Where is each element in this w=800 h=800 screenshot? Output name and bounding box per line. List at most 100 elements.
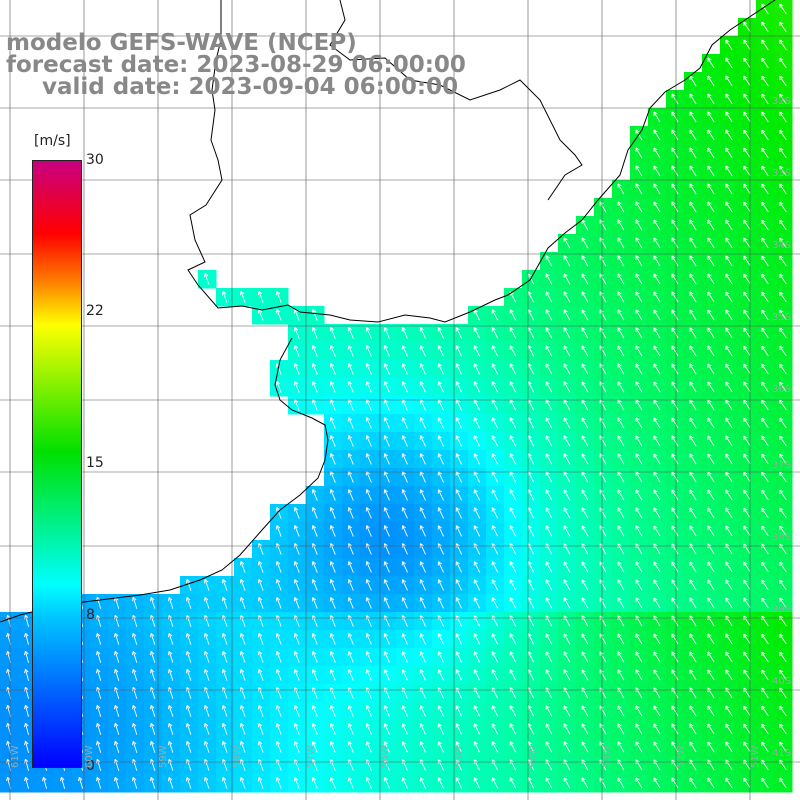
wind-arrow	[617, 219, 625, 231]
wind-arrow	[743, 21, 751, 33]
lon-label: 53W	[602, 745, 613, 768]
wind-arrow	[743, 237, 751, 249]
wind-arrow	[761, 183, 769, 195]
colorbar	[32, 160, 82, 768]
wind-arrow	[779, 237, 787, 249]
wind-arrow	[653, 291, 661, 303]
wind-arrow	[617, 309, 625, 321]
lon-label: 61W	[10, 745, 21, 768]
lon-label: 56W	[380, 745, 391, 768]
wind-arrow	[743, 309, 751, 321]
wind-arrow	[563, 237, 571, 249]
colorbar-tick: 15	[86, 455, 104, 471]
wind-arrow	[635, 237, 643, 249]
wind-arrow	[257, 291, 264, 303]
wind-arrow	[761, 3, 769, 15]
wind-arrow	[689, 201, 697, 213]
wind-arrow	[635, 147, 643, 159]
lon-label: 51W	[750, 745, 761, 768]
wind-arrow	[743, 165, 751, 177]
colorbar-tick: 22	[86, 303, 104, 319]
wind-arrow	[707, 57, 715, 69]
wind-arrow	[725, 201, 733, 213]
wind-arrow	[725, 219, 733, 231]
wind-arrow	[725, 273, 733, 285]
wind-arrow	[635, 219, 643, 231]
wind-arrow	[581, 255, 589, 267]
wind-arrow	[779, 111, 787, 123]
wind-arrow	[725, 309, 733, 321]
wind-arrow	[617, 201, 625, 213]
wind-arrow	[635, 273, 643, 285]
wind-arrow	[689, 291, 697, 303]
wind-arrow	[725, 93, 733, 105]
wind-arrow	[689, 183, 697, 195]
wind-arrow	[653, 183, 661, 195]
wind-arrow	[725, 291, 733, 303]
wind-arrow	[671, 255, 679, 267]
wind-arrow	[779, 21, 787, 33]
wind-arrow	[779, 291, 787, 303]
wind-arrow	[743, 219, 751, 231]
wind-arrow	[689, 147, 697, 159]
lat-label: 40S	[772, 676, 792, 687]
wind-arrow	[581, 273, 589, 285]
wind-arrow	[653, 111, 661, 123]
wind-arrow	[275, 291, 282, 303]
wind-arrow	[707, 183, 715, 195]
wind-arrow	[491, 309, 499, 321]
wind-arrow	[545, 255, 553, 267]
wind-arrow	[581, 291, 589, 303]
wind-arrow	[671, 273, 679, 285]
wind-arrow	[707, 273, 715, 285]
wind-arrow	[761, 57, 769, 69]
lat-label: 36S	[772, 384, 792, 395]
wind-arrow	[689, 273, 697, 285]
wind-arrow	[581, 237, 589, 249]
wind-arrow	[509, 309, 517, 321]
wind-arrow	[707, 75, 715, 87]
wind-arrow	[761, 93, 769, 105]
wind-arrow	[635, 201, 643, 213]
wind-arrow	[275, 309, 282, 321]
wind-arrow	[671, 93, 679, 105]
wind-arrow	[725, 147, 733, 159]
wind-arrow	[653, 165, 661, 177]
wind-arrow	[671, 147, 679, 159]
wind-arrow	[671, 165, 679, 177]
wind-arrow	[725, 129, 733, 141]
wind-arrow	[671, 183, 679, 195]
wind-arrow	[725, 183, 733, 195]
wind-arrow	[743, 273, 751, 285]
wind-arrow	[743, 111, 751, 123]
wind-arrow	[581, 309, 589, 321]
lon-label: 57W	[306, 745, 317, 768]
wind-arrow	[761, 111, 769, 123]
wind-arrow	[707, 93, 715, 105]
wind-arrow	[617, 237, 625, 249]
wind-arrow	[761, 291, 769, 303]
wind-arrow	[743, 291, 751, 303]
wind-arrow	[779, 129, 787, 141]
wind-arrow	[653, 255, 661, 267]
wind-arrow	[545, 273, 553, 285]
wind-arrow	[707, 309, 715, 321]
wind-arrow	[743, 75, 751, 87]
wind-arrow	[689, 255, 697, 267]
wind-arrow	[635, 165, 643, 177]
wind-arrow	[779, 93, 787, 105]
wind-arrow	[725, 111, 733, 123]
wind-arrow	[779, 3, 787, 15]
wind-arrow	[743, 39, 751, 51]
wind-arrow	[761, 237, 769, 249]
wind-arrow	[779, 219, 787, 231]
wind-arrow	[725, 165, 733, 177]
wind-arrow	[671, 111, 679, 123]
wind-arrow	[671, 291, 679, 303]
wind-arrow	[653, 309, 661, 321]
wind-arrow	[761, 219, 769, 231]
lat-label: 39S	[772, 604, 792, 615]
wind-arrow	[653, 129, 661, 141]
wind-arrow	[203, 273, 210, 285]
wind-arrow	[725, 57, 733, 69]
